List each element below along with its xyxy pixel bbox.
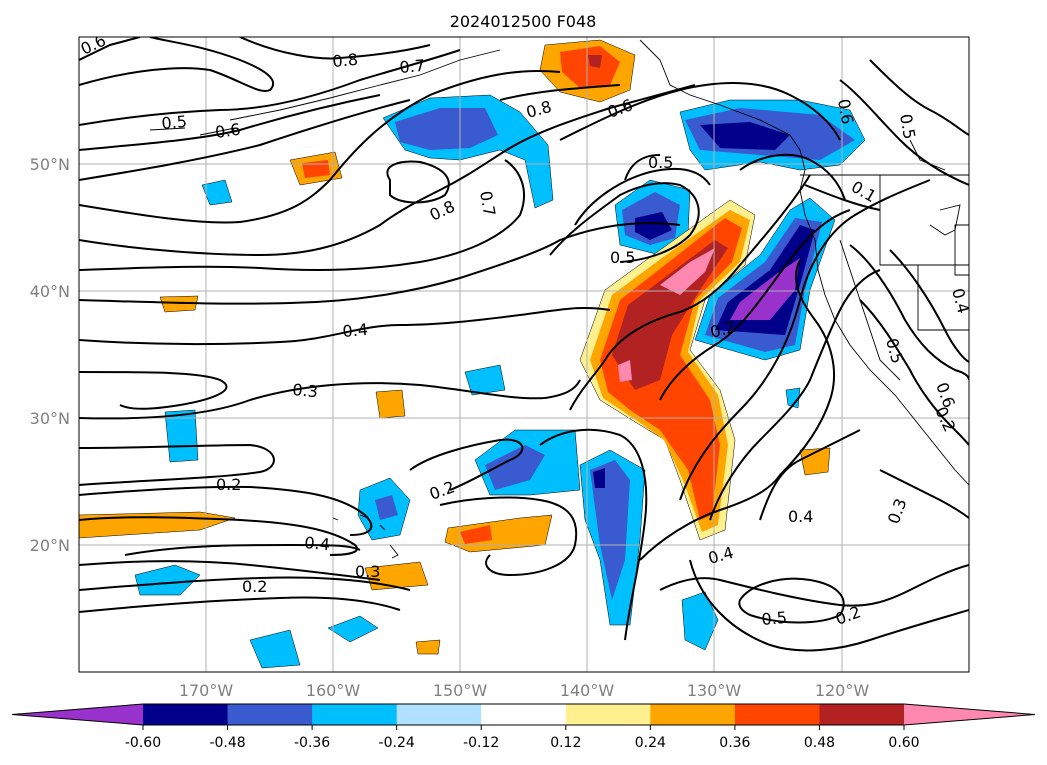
lat-tick-label: 20°N bbox=[30, 536, 70, 555]
colorbar-tick-label: -0.24 bbox=[379, 735, 415, 751]
contour-label: 0.5 bbox=[648, 153, 673, 172]
contour-label: 0.3 bbox=[355, 562, 380, 581]
colorbar-ticks: -0.60 -0.48 -0.36 -0.24 -0.12 0.12 0.24 0.36 0.4… bbox=[125, 725, 920, 751]
colorbar-swatch bbox=[227, 704, 313, 725]
negative-anomaly-trough-center bbox=[593, 468, 605, 488]
longitude-tick-labels: 170°W 160°W 150°W 140°W 130°W 120°W bbox=[179, 681, 870, 700]
colorbar-tick-label: -0.60 bbox=[125, 735, 161, 751]
lat-tick-label: 30°N bbox=[30, 409, 70, 428]
negative-anomaly-gulf-center bbox=[700, 122, 790, 150]
positive-anomaly-alaska-center bbox=[588, 55, 602, 68]
contour-label: 0.4 bbox=[948, 286, 973, 316]
shaded-anomaly-field bbox=[79, 39, 866, 669]
lon-tick-label: 150°W bbox=[433, 681, 488, 700]
colorbar-extend-high bbox=[904, 704, 1035, 725]
negative-anomaly-small-1 bbox=[164, 409, 199, 463]
colorbar-tick-label: 0.60 bbox=[888, 735, 919, 751]
lon-tick-label: 170°W bbox=[179, 681, 234, 700]
colorbar-tick-label: -0.36 bbox=[294, 735, 330, 751]
positive-anomaly-small-6 bbox=[415, 639, 441, 655]
contour-label: 0.7 bbox=[399, 56, 426, 77]
colorbar-swatch bbox=[143, 704, 229, 725]
negative-anomaly-subtropical-core bbox=[485, 445, 545, 490]
contour-label: 0.4 bbox=[342, 320, 369, 341]
lon-tick-label: 140°W bbox=[560, 681, 615, 700]
contour-label: 0.8 bbox=[332, 50, 359, 71]
contour-label: 0.5 bbox=[610, 248, 635, 267]
negative-anomaly-main-purple bbox=[730, 258, 800, 320]
contour-label: 0.5 bbox=[161, 112, 188, 133]
positive-anomaly-small-5 bbox=[799, 447, 831, 476]
map-gridlines bbox=[79, 37, 969, 672]
colorbar-swatch bbox=[819, 704, 905, 725]
positive-anomaly-small-1-core bbox=[302, 160, 330, 178]
positive-anomaly-alaska-core bbox=[560, 46, 620, 88]
negative-anomaly-trough-core bbox=[590, 460, 630, 600]
coastlines bbox=[149, 39, 969, 559]
colorbar-swatch bbox=[650, 704, 736, 725]
positive-anomaly-small-3 bbox=[375, 389, 406, 419]
positive-anomaly-small-2 bbox=[159, 295, 199, 313]
negative-anomaly-small-3 bbox=[249, 629, 301, 669]
positive-anomaly-band-south-core bbox=[460, 525, 492, 544]
colorbar: -0.60 -0.48 -0.36 -0.24 -0.12 0.12 0.24 0.36 0.4… bbox=[11, 703, 1036, 751]
negative-anomaly-hawaii-west-core bbox=[375, 495, 398, 520]
colorbar-tick-label: 0.24 bbox=[635, 735, 666, 751]
negative-anomaly-lobe-center bbox=[635, 212, 672, 240]
negative-anomaly-north-pacific-core bbox=[395, 108, 498, 150]
negative-anomaly-small-7 bbox=[785, 387, 801, 409]
colorbar-tick-label: 0.48 bbox=[804, 735, 835, 751]
negative-anomaly-small-2 bbox=[134, 564, 201, 596]
map-frame bbox=[78, 36, 970, 673]
contour-label: 0.5 bbox=[896, 112, 919, 140]
contour-label: 0.6 bbox=[214, 120, 242, 142]
contour-label: 0.4 bbox=[788, 507, 813, 526]
colorbar-swatch bbox=[481, 704, 567, 725]
colorbar-swatch bbox=[396, 704, 482, 725]
negative-anomaly-small-south bbox=[681, 591, 719, 651]
colorbar-extend-low bbox=[12, 704, 143, 725]
contour-label: 0.6 bbox=[834, 97, 857, 125]
lon-tick-label: 130°W bbox=[687, 681, 742, 700]
contour-label: 0.4 bbox=[304, 533, 331, 554]
contour-lines bbox=[79, 37, 969, 652]
colorbar-tick-label: 0.36 bbox=[719, 735, 750, 751]
lon-tick-label: 120°W bbox=[815, 681, 870, 700]
positive-anomaly-main-pink bbox=[618, 248, 715, 382]
colorbar-tick-label: -0.48 bbox=[209, 735, 245, 751]
colorbar-tick-label: 0.12 bbox=[550, 735, 581, 751]
colorbar-swatches bbox=[11, 703, 1036, 726]
map-title: 2024012500 F048 bbox=[450, 12, 597, 31]
negative-anomaly-small-6 bbox=[201, 179, 233, 206]
latitude-tick-labels: 50°N 40°N 30°N 20°N bbox=[30, 155, 70, 555]
contour-label: 0.3 bbox=[292, 380, 319, 401]
contour-label: 0.7 bbox=[476, 189, 499, 217]
positive-anomaly-main-red bbox=[600, 218, 742, 520]
contour-label: 0.2 bbox=[216, 475, 241, 494]
negative-anomaly-small-5 bbox=[464, 364, 506, 396]
lon-tick-label: 160°W bbox=[306, 681, 361, 700]
contour-label: 0.2 bbox=[242, 577, 267, 596]
colorbar-swatch bbox=[734, 704, 820, 725]
colorbar-swatch bbox=[565, 704, 651, 725]
colorbar-swatch bbox=[312, 704, 398, 725]
lat-tick-label: 40°N bbox=[30, 282, 70, 301]
colorbar-tick-label: -0.12 bbox=[463, 735, 499, 751]
contour-label: 0.5 bbox=[761, 608, 788, 629]
negative-anomaly-small-4 bbox=[327, 615, 379, 643]
lat-tick-label: 50°N bbox=[30, 155, 70, 174]
